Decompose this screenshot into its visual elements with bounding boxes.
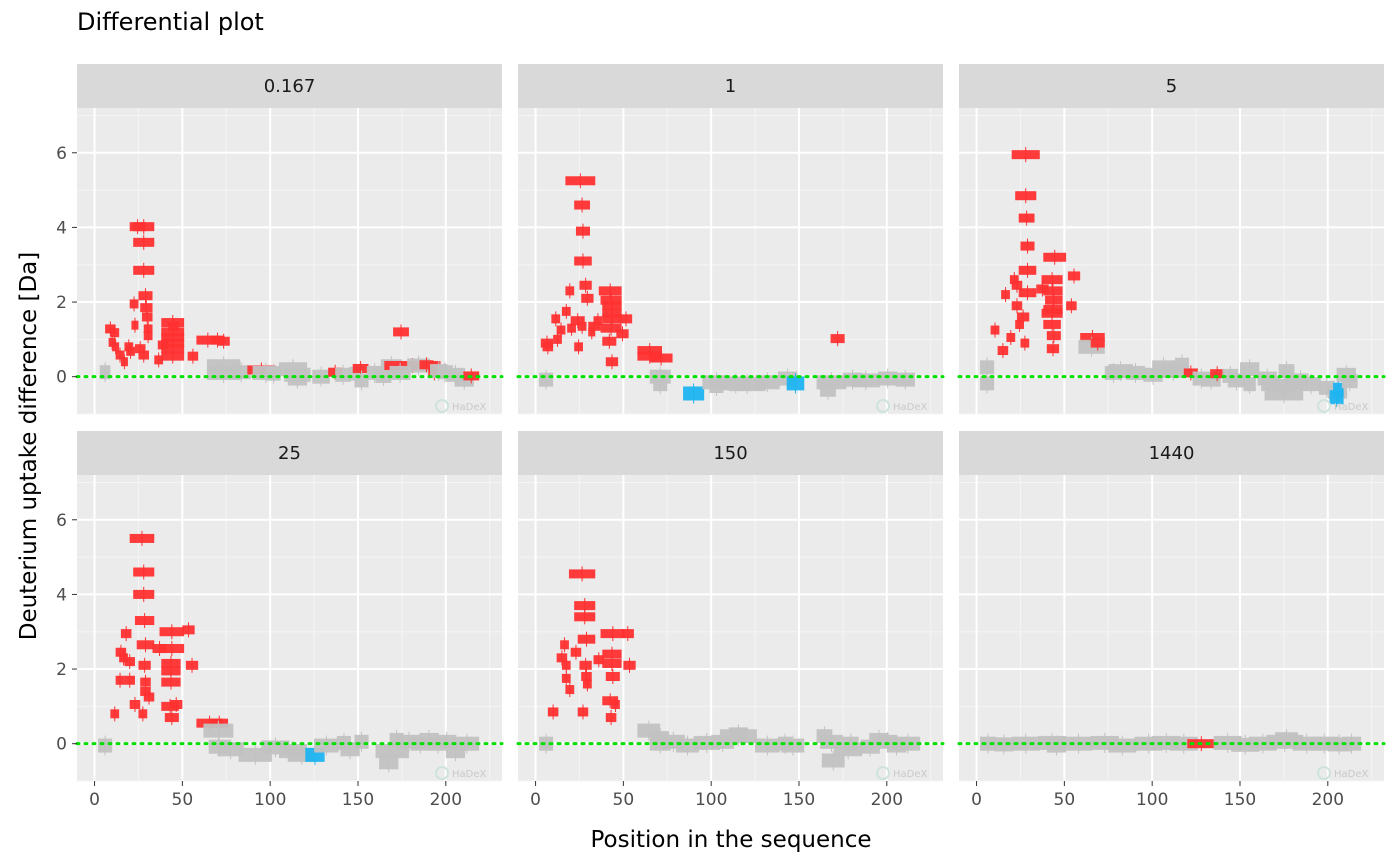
- facet-label: 25: [278, 443, 301, 464]
- panel-background: [959, 475, 1384, 781]
- x-tick-label: 100: [695, 790, 727, 810]
- facet-label: 5: [1166, 76, 1177, 97]
- facet-strip: [959, 431, 1384, 475]
- x-tick-label: 0: [89, 790, 100, 810]
- x-tick-label: 150: [1224, 790, 1256, 810]
- facet-panel-0.167: 0.167 HaDeX 0 2 4 6: [56, 64, 504, 415]
- watermark-text: HaDeX: [1334, 402, 1369, 413]
- facet-panel-1: 1 HaDeX: [516, 64, 945, 415]
- hadex-logo-icon: [876, 766, 890, 780]
- facet-label: 0.167: [264, 76, 316, 97]
- watermark-text: HaDeX: [452, 769, 487, 780]
- watermark-text: HaDeX: [893, 769, 928, 780]
- y-tick-label: 0: [56, 368, 67, 388]
- chart-title: Differential plot: [77, 8, 264, 36]
- facet-strip: [518, 431, 943, 475]
- x-tick-label: 50: [172, 790, 194, 810]
- x-tick-label: 50: [1054, 790, 1076, 810]
- peptide-bars: [539, 566, 921, 771]
- facet-panel-1440: 1440 HaDeX 0 50 100 150 200: [957, 431, 1386, 810]
- x-tick-label: 100: [1136, 790, 1168, 810]
- hadex-watermark: HaDeX: [1317, 766, 1369, 780]
- facet-strip: [518, 64, 943, 108]
- hadex-logo-icon: [1317, 766, 1331, 780]
- facet-panel-5: 5 HaDeX: [957, 64, 1386, 415]
- watermark-text: HaDeX: [452, 402, 487, 413]
- peptide-bars: [98, 530, 480, 773]
- y-axis-label: Deuterium uptake difference [Da]: [16, 252, 42, 641]
- x-tick-label: 50: [613, 790, 635, 810]
- hadex-logo-icon: [435, 399, 449, 413]
- y-tick-label: 6: [56, 144, 67, 164]
- watermark-text: HaDeX: [893, 402, 928, 413]
- facet-strip: [959, 64, 1384, 108]
- y-tick-label: 4: [56, 585, 67, 605]
- y-tick-label: 6: [56, 511, 67, 531]
- panel-background: [77, 475, 502, 781]
- facet-strip: [77, 64, 502, 108]
- hadex-watermark: HaDeX: [435, 766, 487, 780]
- hadex-logo-icon: [435, 766, 449, 780]
- x-tick-label: 200: [430, 790, 462, 810]
- x-tick-label: 200: [1312, 790, 1344, 810]
- x-tick-label: 100: [254, 790, 286, 810]
- y-tick-label: 2: [56, 660, 67, 680]
- x-tick-label: 0: [971, 790, 982, 810]
- facet-strip: [77, 431, 502, 475]
- x-tick-label: 150: [783, 790, 815, 810]
- peptide-bars: [99, 219, 480, 391]
- x-tick-label: 0: [530, 790, 541, 810]
- x-tick-label: 200: [871, 790, 903, 810]
- y-tick-label: 2: [56, 293, 67, 313]
- hadex-watermark: HaDeX: [876, 399, 928, 413]
- watermark-text: HaDeX: [1334, 769, 1369, 780]
- y-tick-label: 0: [56, 735, 67, 755]
- facet-label: 1: [725, 76, 736, 97]
- x-tick-label: 150: [342, 790, 374, 810]
- y-tick-label: 4: [56, 218, 67, 238]
- x-axis-label: Position in the sequence: [590, 827, 871, 853]
- hadex-watermark: HaDeX: [1317, 399, 1369, 413]
- hadex-watermark: HaDeX: [435, 399, 487, 413]
- facet-panel-25: 25 HaDeX 0 2 4 6 0 50 100 150 200: [56, 431, 504, 810]
- hadex-logo-icon: [876, 399, 890, 413]
- facet-panel-150: 150 HaDeX 0 50 100 150 200: [516, 431, 945, 810]
- facet-label: 150: [713, 443, 747, 464]
- hadex-watermark: HaDeX: [876, 766, 928, 780]
- facet-label: 1440: [1149, 443, 1195, 464]
- hadex-logo-icon: [1317, 399, 1331, 413]
